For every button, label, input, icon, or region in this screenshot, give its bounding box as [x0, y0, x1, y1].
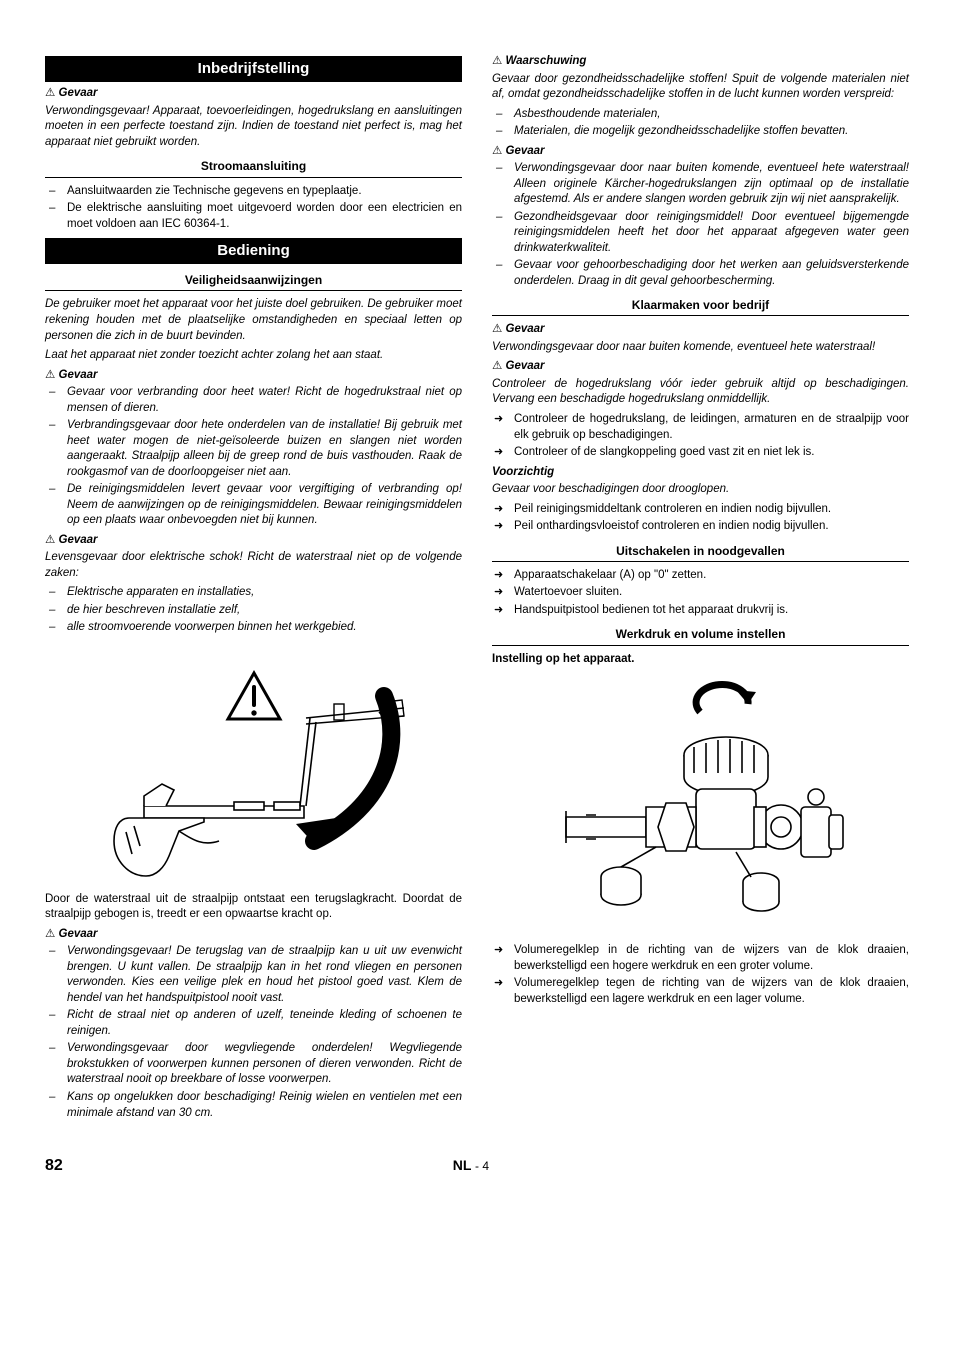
waarschuwing-label: Waarschuwing	[492, 54, 909, 70]
werk-arrows: Volumeregelklep in de richting van de wi…	[492, 943, 909, 1007]
banner-bediening: Bediening	[45, 238, 462, 264]
list-item: Controleer of de slangkoppeling goed vas…	[492, 445, 909, 461]
list-item: Controleer de hogedrukslang, de leidinge…	[492, 412, 909, 443]
subhead-stroomaansluiting: Stroomaansluiting	[45, 154, 462, 177]
gevaar2-list: Gevaar voor verbranding door heet water!…	[45, 385, 462, 529]
voorzichtig-label: Voorzichtig	[492, 465, 909, 481]
subhead-uitschakelen: Uitschakelen in noodgevallen	[492, 539, 909, 562]
veilig-p1: De gebruiker moet het apparaat voor het …	[45, 297, 462, 344]
gevaar-label-4: Gevaar	[45, 927, 462, 943]
waarschuwing-text: Gevaar door gezondheidsschadelijke stoff…	[492, 72, 909, 103]
list-item: alle stroomvoerende voorwerpen binnen he…	[45, 620, 462, 636]
gevaar-label-3: Gevaar	[45, 533, 462, 549]
gevaar6-text: Verwondingsgevaar door naar buiten komen…	[492, 340, 909, 356]
gevaar-label-5: Gevaar	[492, 144, 909, 160]
list-item: Elektrische apparaten en installaties,	[45, 585, 462, 601]
gevaar-text-1: Verwondingsgevaar! Apparaat, toevoerleid…	[45, 104, 462, 151]
gevaar3-text: Levensgevaar door elektrische schok! Ric…	[45, 550, 462, 581]
subhead-veiligheid: Veiligheidsaanwijzingen	[45, 268, 462, 291]
footer-subpage: - 4	[475, 1159, 489, 1173]
list-item: Kans op ongelukken door beschadiging! Re…	[45, 1090, 462, 1121]
list-item: Handspuitpistool bedienen tot het appara…	[492, 603, 909, 619]
gevaar5-list: Verwondingsgevaar door naar buiten komen…	[492, 161, 909, 289]
list-item: Peil onthardingsvloeistof controleren en…	[492, 519, 909, 535]
gevaar-label-7: Gevaar	[492, 359, 909, 375]
list-item: Aansluitwaarden zie Technische gegevens …	[45, 184, 462, 200]
footer-lang-code: NL	[453, 1157, 471, 1173]
subhead-klaarmaken: Klaarmaken voor bedrijf	[492, 293, 909, 316]
list-item: de hier beschreven installatie zelf,	[45, 603, 462, 619]
list-item: Asbesthoudende materialen,	[492, 107, 909, 123]
right-column: Waarschuwing Gevaar door gezondheidsscha…	[492, 50, 909, 1125]
footer-lang: NL - 4	[453, 1156, 489, 1175]
list-item: De reinigingsmiddelen levert gevaar voor…	[45, 482, 462, 529]
stroom-list: Aansluitwaarden zie Technische gegevens …	[45, 184, 462, 233]
gevaar-label-2: Gevaar	[45, 368, 462, 384]
waarschuwing-list: Asbesthoudende materialen, Materialen, d…	[492, 107, 909, 140]
gevaar7-text: Controleer de hogedrukslang vóór ieder g…	[492, 377, 909, 408]
gevaar-label-1: Gevaar	[45, 86, 462, 102]
list-item: Apparaatschakelaar (A) op "0" zetten.	[492, 568, 909, 584]
gevaar-label-6: Gevaar	[492, 322, 909, 338]
list-item: De elektrische aansluiting moet uitgevoe…	[45, 201, 462, 232]
left-column: Inbedrijfstelling Gevaar Verwondingsgeva…	[45, 50, 462, 1125]
gevaar4-list: Verwondingsgevaar! De terugslag van de s…	[45, 944, 462, 1121]
uits-arrows: Apparaatschakelaar (A) op "0" zetten. Wa…	[492, 568, 909, 619]
list-item: Gezondheidsgevaar door reinigingsmiddel!…	[492, 210, 909, 257]
list-item: Richt de straal niet op anderen of uzelf…	[45, 1008, 462, 1039]
list-item: Verwondingsgevaar door wegvliegende onde…	[45, 1041, 462, 1088]
werkdruk-bold: Instelling op het apparaat.	[492, 652, 909, 668]
list-item: Peil reinigingsmiddeltank controleren en…	[492, 502, 909, 518]
list-item: Verwondingsgevaar door naar buiten komen…	[492, 161, 909, 208]
page-number: 82	[45, 1155, 63, 1177]
gevaar3-list: Elektrische apparaten en installaties, d…	[45, 585, 462, 636]
list-item: Verwondingsgevaar! De terugslag van de s…	[45, 944, 462, 1006]
list-item: Gevaar voor verbranding door heet water!…	[45, 385, 462, 416]
list-item: Volumeregelklep tegen de richting van de…	[492, 976, 909, 1007]
list-item: Materialen, die mogelijk gezondheidsscha…	[492, 124, 909, 140]
list-item: Watertoevoer sluiten.	[492, 585, 909, 601]
page-footer: 82 NL - 4	[45, 1155, 909, 1177]
list-item: Verbrandingsgevaar door hete onderdelen …	[45, 418, 462, 480]
figure-valve	[492, 677, 909, 937]
voorzichtig-text: Gevaar voor beschadigingen door drooglop…	[492, 482, 909, 498]
list-item: Gevaar voor gehoorbeschadiging door het …	[492, 258, 909, 289]
figure-caption: Door de waterstraal uit de straalpijp on…	[45, 892, 462, 923]
subhead-werkdruk: Werkdruk en volume instellen	[492, 622, 909, 645]
list-item: Volumeregelklep in de richting van de wi…	[492, 943, 909, 974]
veilig-p2: Laat het apparaat niet zonder toezicht a…	[45, 348, 462, 364]
voorz-arrows: Peil reinigingsmiddeltank controleren en…	[492, 502, 909, 535]
klaar-arrows: Controleer de hogedrukslang, de leidinge…	[492, 412, 909, 461]
figure-spray-gun	[45, 646, 462, 886]
banner-inbedrijfstelling: Inbedrijfstelling	[45, 56, 462, 82]
